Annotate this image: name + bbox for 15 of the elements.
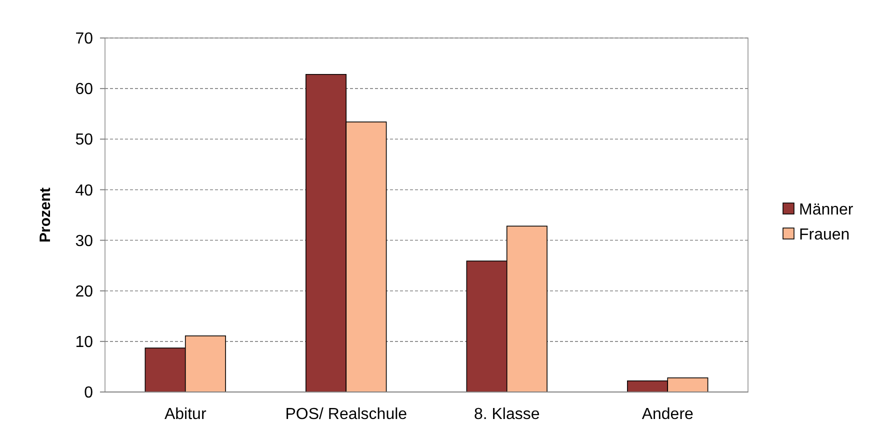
y-tick-label: 0 — [84, 384, 94, 402]
legend-label: Männer — [799, 202, 854, 219]
y-tick-label: 20 — [75, 283, 94, 300]
y-tick-label: 50 — [75, 132, 94, 149]
y-axis-title: Prozent — [37, 187, 54, 243]
y-tick-label: 70 — [75, 30, 94, 48]
legend-label: Frauen — [799, 226, 850, 244]
x-tick-label: Andere — [642, 406, 694, 423]
x-tick-label: 8. Klasse — [474, 406, 540, 423]
x-tick-label: POS/ Realschule — [285, 406, 408, 423]
y-tick-label: 10 — [75, 334, 94, 352]
y-tick-label: 30 — [75, 232, 94, 250]
x-tick-label: Abitur — [164, 406, 207, 423]
y-tick-label: 40 — [75, 182, 94, 200]
y-tick-label: 60 — [75, 81, 94, 98]
